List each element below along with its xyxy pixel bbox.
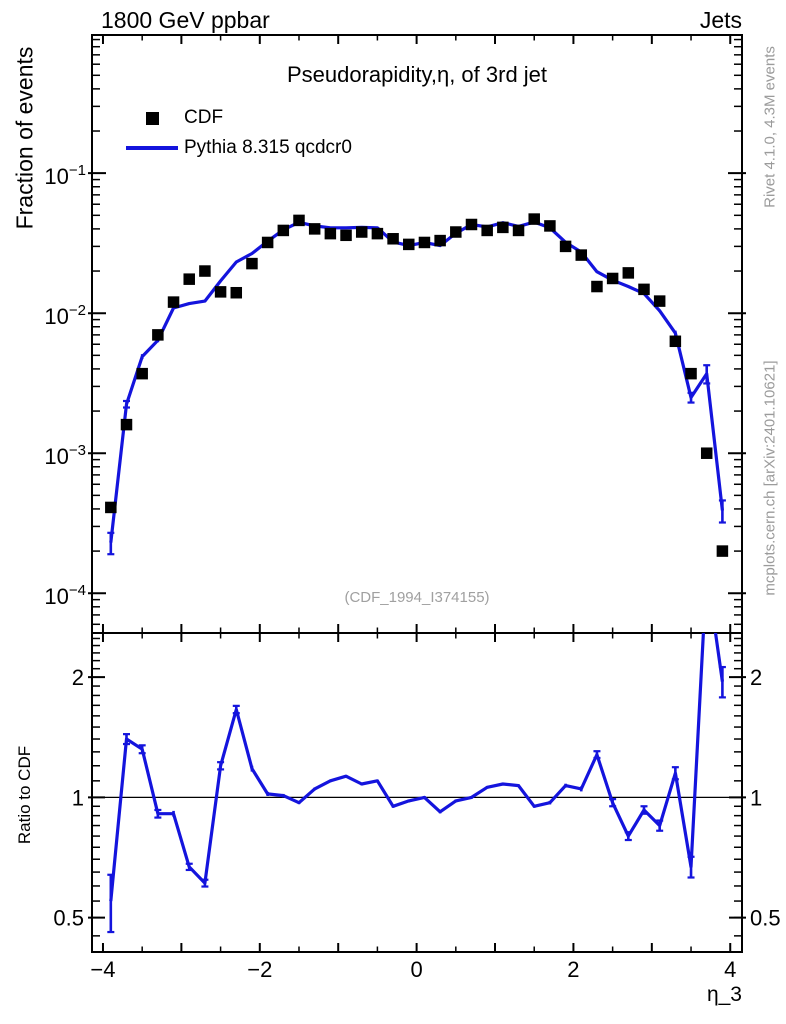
watermark-analysis-id: (CDF_1994_I374155) [344,589,490,606]
cdf-data-marker [183,273,195,285]
cdf-data-marker [434,234,446,247]
y-axis-tick-label-ratio-left: 1 [72,785,84,810]
cdf-data-marker [167,296,180,308]
cdf-data-marker [653,295,666,307]
x-axis-tick-label: 0 [410,957,422,982]
x-axis-tick-label: −4 [90,957,115,982]
cdf-data-marker [575,249,588,261]
y-axis-tick-label-ratio-right: 1 [750,785,762,810]
y-axis-tick-label-ratio-right: 0.5 [750,906,781,931]
cdf-data-marker [324,227,337,240]
x-axis-tick-label: 2 [567,957,579,982]
cdf-data-marker [355,226,368,238]
cdf-data-marker [403,238,415,251]
cdf-data-marker [105,501,117,514]
rivet-version-text: Rivet 4.1.0, 4.3M events [761,46,779,208]
cdf-data-marker [261,236,274,249]
y-axis-tick-label-ratio-right: 2 [750,665,762,690]
cdf-data-marker [700,447,713,459]
cdf-data-marker [230,286,243,299]
cdf-data-marker [277,224,290,237]
cdf-data-marker [371,227,384,240]
cdf-data-marker [308,223,321,235]
cdf-data-marker [465,218,478,231]
mcplots-arxiv-text: mcplots.cern.ch [arXiv:2401.10621] [761,360,779,596]
cdf-data-marker [638,283,650,296]
y-axis-tick-label-main: 10−2 [44,302,86,329]
cdf-data-marker [622,267,635,279]
cdf-data-marker [293,214,305,227]
cdf-data-marker [340,229,352,242]
beam-energy-label: 1800 GeV ppbar [101,7,270,33]
y-axis-tick-label-main: 10−3 [44,442,86,469]
y-axis-tick-label-main: 10−1 [44,162,86,189]
cdf-data-marker [450,226,462,238]
y-axis-tick-label-ratio-left: 2 [72,665,84,690]
cdf-data-marker [544,220,556,232]
y-axis-tick-label-main: 10−4 [44,582,86,609]
cdf-data-marker [481,224,493,237]
legend-item-cdf: CDF [184,107,224,128]
cdf-data-marker [387,233,399,245]
ratio-curve [107,633,726,934]
x-axis-title: η_3 [706,983,742,1006]
cdf-data-marker [246,257,258,270]
x-axis-tick-label: 4 [724,957,736,982]
y-axis-tick-label-ratio-left: 0.5 [53,906,84,931]
cdf-data-marker [559,240,572,253]
cdf-data-marker [497,221,509,234]
cdf-data-marker [199,265,211,277]
cdf-data-marker [418,236,431,249]
cdf-data-marker [591,280,603,293]
cdf-data-marker [685,367,697,380]
analysis-group-label: Jets [699,7,742,33]
y-axis-title-main: Fraction of events [11,46,38,230]
axis-tick-labels: 10−1 10−2 10−3 10−4 2 2 1 1 0.5 0.5 −4 −2 0 2 4 [44,162,780,982]
cdf-data-marker [120,418,133,431]
y-axis-title-ratio: Ratio to CDF [15,745,34,845]
pythia-curve [107,220,726,556]
legend-item-pythia: Pythia 8.315 qcdcr0 [184,137,352,158]
plot-title: Pseudorapidity,η, of 3rd jet [286,62,548,87]
cdf-data-marker [716,545,729,557]
cdf-data-marker [512,224,525,237]
cdf-data-marker [528,213,540,225]
ratio-panel-frame [91,632,743,953]
cdf-data-marker [214,286,227,298]
x-axis-tick-label: −2 [247,957,272,982]
cdf-data-marker [136,367,148,380]
cdf-data-marker [669,335,682,348]
cdf-data-marker [606,272,619,285]
pythia-line-marker-icon [126,146,178,150]
cdf-square-marker-icon [146,112,159,125]
axis-ticks [88,35,746,952]
cdf-points [105,213,729,557]
cdf-data-marker [152,329,164,341]
